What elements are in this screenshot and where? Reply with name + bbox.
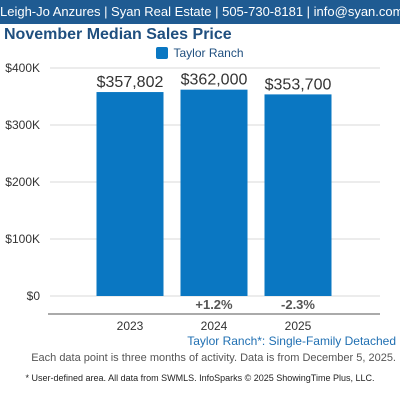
legend-swatch <box>156 47 169 59</box>
x-tick-label: 2024 <box>201 319 228 333</box>
bar-data-label: $357,802 <box>97 74 164 91</box>
yoy-change-label: -2.3% <box>281 297 315 312</box>
bar-data-label: $353,700 <box>265 76 332 93</box>
x-tick-label: 2023 <box>117 319 144 333</box>
header-bar: Leigh-Jo Anzures | Syan Real Estate | 50… <box>0 0 400 24</box>
data-note: Each data point is three months of activ… <box>31 352 396 364</box>
yoy-change-label: +1.2% <box>195 297 233 312</box>
chart-title: November Median Sales Price <box>4 26 232 43</box>
bar <box>264 94 332 297</box>
y-tick-label: $200K <box>5 175 40 189</box>
legend-label: Taylor Ranch <box>173 46 244 60</box>
y-tick-label: $300K <box>5 118 40 132</box>
header-contact-text: Leigh-Jo Anzures | Syan Real Estate | 50… <box>0 4 400 19</box>
legend: Taylor Ranch <box>0 45 400 61</box>
chart-subtitle: Taylor Ranch*: Single-Family Detached <box>187 334 396 348</box>
bar <box>180 89 248 296</box>
bar <box>96 92 164 296</box>
y-tick-label: $400K <box>5 61 40 75</box>
footer-credits: * User-defined area. All data from SWMLS… <box>25 373 375 383</box>
bar-data-label: $362,000 <box>181 72 248 89</box>
x-tick-label: 2025 <box>285 319 312 333</box>
y-tick-label: $0 <box>27 289 41 303</box>
y-tick-label: $100K <box>5 232 40 246</box>
